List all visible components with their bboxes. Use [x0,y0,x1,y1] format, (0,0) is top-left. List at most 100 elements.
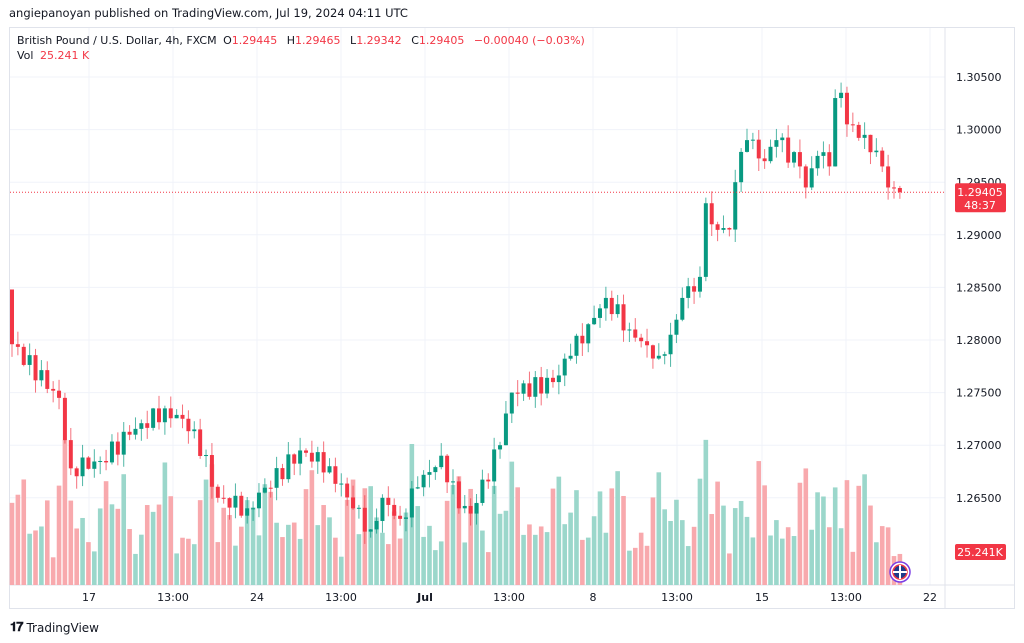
candle-body [521,383,526,394]
candle-body [74,468,79,477]
uk-flag-event-icon[interactable] [889,561,911,583]
candle-body [327,466,332,473]
volume-bar [521,534,526,585]
volume-bar [856,485,862,585]
candle-body [51,388,56,391]
candle-body [86,457,91,469]
low-value: 1.29342 [356,34,402,47]
volume-bar [174,553,179,585]
volume-bar [603,532,609,585]
volume-bar [668,520,673,585]
candle-body [792,152,797,163]
publisher-line: angiepanoyan published on TradingView.co… [9,6,408,20]
candle-body [827,152,832,167]
candle-body [80,457,85,477]
volume-bar [315,525,321,585]
volume-bar [803,468,809,585]
candle-body [503,413,508,446]
candle-body [515,392,520,394]
candle-body [333,466,338,484]
candle-body [721,228,726,230]
volume-bar [327,517,332,585]
volume-bar [103,481,109,585]
candle-body [204,455,209,457]
candle-body [897,187,902,193]
volume-bar [74,528,79,585]
candle-body [304,450,308,453]
volume-bar [297,538,303,585]
symbol-title[interactable]: British Pound / U.S. Dollar, 4h, FXCM [17,34,217,47]
candle-body [403,517,408,519]
volume-bar [68,500,74,585]
candle-body [480,479,485,503]
time-axis-label: 17 [82,591,96,604]
volume-bar [774,520,779,585]
candle-body [815,155,820,169]
candle-body [580,335,585,344]
candle-body [92,461,97,469]
price-axis-label: 1.26500 [956,492,1002,505]
candle-body [892,187,896,189]
candle-body [174,414,179,419]
candle-body [262,487,267,493]
candle-body [650,345,655,359]
candle-body [268,487,273,489]
volume-bar [568,512,573,585]
low-label: L [350,34,357,47]
candle-body [415,487,420,489]
candle-body [839,92,844,99]
volume-bar [333,537,338,585]
volume-bar [233,545,238,585]
candle-body [421,474,426,488]
volume-bar [544,532,550,585]
volume-bar [39,526,44,585]
candle-body [750,139,755,141]
volume-bar [597,491,603,585]
volume-bar [727,553,732,585]
candle-body [774,140,779,147]
volume-bar [338,556,344,585]
volume-bar [97,508,103,585]
candle-body [10,289,14,345]
candle-body [33,355,38,381]
volume-bar [662,509,667,585]
candle-body [574,335,579,356]
candle-body [27,355,32,365]
volume-bar [450,485,456,585]
volume-bar [121,474,127,585]
volume-bar [391,511,397,585]
volume-bar [738,500,744,585]
volume-bar [691,526,697,585]
candle-body [568,355,573,359]
volume-bar [344,499,350,585]
candle-body [315,452,320,462]
volume-bar [879,526,885,585]
candle-body [456,481,461,509]
candle-body [586,324,591,344]
candle-body [550,377,555,383]
volume-bar [239,526,244,585]
price-axis-label: 1.29000 [956,229,1002,242]
volume-bar [850,551,856,585]
candle-body [874,150,879,153]
candle-body [15,344,20,347]
volume-bar [456,476,462,585]
volume-bar [127,529,132,585]
candle-body [715,224,720,230]
candle-body [151,408,156,428]
volume-bar [815,492,820,585]
volume-bar [509,461,515,585]
volume-bar [144,505,150,585]
volume-bar [268,491,274,585]
volume-bar [750,537,756,585]
candle-body [256,492,261,509]
candle-body [274,468,279,488]
volume-bar [262,484,268,585]
tradingview-logo[interactable]: 𝟏𝟕 TradingView [10,620,99,635]
candle-body [821,152,826,156]
candle-body [603,297,608,309]
tradingview-logo-text: TradingView [26,620,99,635]
volume-bar [844,480,850,585]
candle-body [809,168,814,188]
